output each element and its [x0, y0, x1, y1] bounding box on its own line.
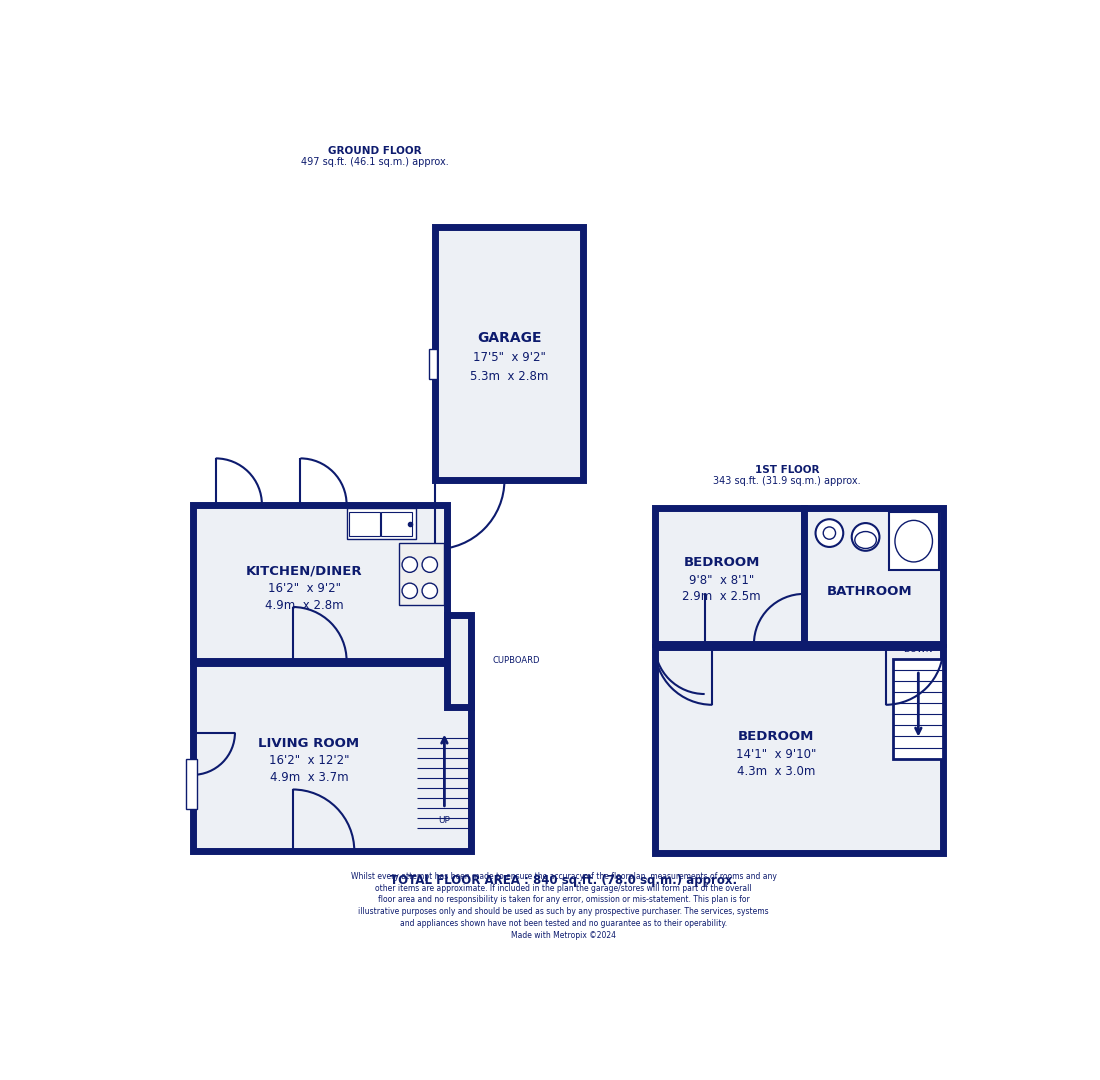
- Text: 16'2"  x 12'2": 16'2" x 12'2": [268, 755, 349, 768]
- Text: 9'8"  x 8'1": 9'8" x 8'1": [689, 573, 755, 586]
- Text: 5.3m  x 2.8m: 5.3m x 2.8m: [470, 370, 548, 383]
- Bar: [192, 663, 472, 851]
- Text: 14'1"  x 9'10": 14'1" x 9'10": [736, 747, 816, 760]
- Text: 16'2"  x 9'2": 16'2" x 9'2": [267, 582, 341, 595]
- Bar: [889, 512, 938, 570]
- Circle shape: [403, 583, 418, 598]
- Circle shape: [403, 557, 418, 572]
- Text: 497 sq.ft. (46.1 sq.m.) approx.: 497 sq.ft. (46.1 sq.m.) approx.: [301, 157, 449, 167]
- Bar: [654, 647, 944, 853]
- Text: 4.9m  x 3.7m: 4.9m x 3.7m: [270, 771, 349, 784]
- Text: 343 sq.ft. (31.9 sq.m.) approx.: 343 sq.ft. (31.9 sq.m.) approx.: [713, 475, 861, 486]
- Bar: [429, 349, 437, 379]
- Ellipse shape: [855, 531, 877, 549]
- Circle shape: [422, 557, 438, 572]
- Bar: [447, 615, 471, 707]
- Text: GARAGE: GARAGE: [476, 332, 541, 346]
- Bar: [436, 228, 583, 480]
- Circle shape: [851, 523, 880, 551]
- Text: KITCHEN/DINER: KITCHEN/DINER: [246, 565, 363, 578]
- Text: 17'5"  x 9'2": 17'5" x 9'2": [473, 351, 546, 364]
- Bar: [346, 509, 416, 539]
- Circle shape: [422, 583, 438, 598]
- Bar: [382, 512, 412, 536]
- Circle shape: [823, 527, 836, 539]
- Text: BEDROOM: BEDROOM: [683, 556, 760, 569]
- Text: UP: UP: [439, 815, 450, 825]
- Text: 4.9m  x 2.8m: 4.9m x 2.8m: [265, 599, 343, 612]
- Bar: [654, 509, 804, 644]
- Text: BEDROOM: BEDROOM: [738, 730, 814, 743]
- Text: 2.9m  x 2.5m: 2.9m x 2.5m: [682, 591, 761, 604]
- Text: LIVING ROOM: LIVING ROOM: [258, 737, 360, 750]
- Text: Whilst every attempt has been made to ensure the accuracy of the floorplan, meas: Whilst every attempt has been made to en…: [351, 872, 777, 940]
- Bar: [804, 509, 944, 644]
- Text: DOWN: DOWN: [903, 645, 933, 653]
- Bar: [192, 504, 447, 661]
- Bar: [893, 659, 944, 758]
- Text: TOTAL FLOOR AREA : 840 sq.ft. (78.0 sq.m.) approx.: TOTAL FLOOR AREA : 840 sq.ft. (78.0 sq.m…: [390, 874, 737, 887]
- Text: 4.3m  x 3.0m: 4.3m x 3.0m: [737, 765, 815, 778]
- Bar: [399, 543, 443, 605]
- Text: GROUND FLOOR: GROUND FLOOR: [328, 146, 422, 157]
- Ellipse shape: [895, 521, 933, 562]
- Text: CUPBOARD: CUPBOARD: [493, 657, 540, 665]
- Bar: [186, 758, 197, 809]
- Text: BATHROOM: BATHROOM: [827, 585, 913, 598]
- Text: 1ST FLOOR: 1ST FLOOR: [755, 464, 820, 475]
- Circle shape: [815, 519, 844, 546]
- Bar: [349, 512, 381, 536]
